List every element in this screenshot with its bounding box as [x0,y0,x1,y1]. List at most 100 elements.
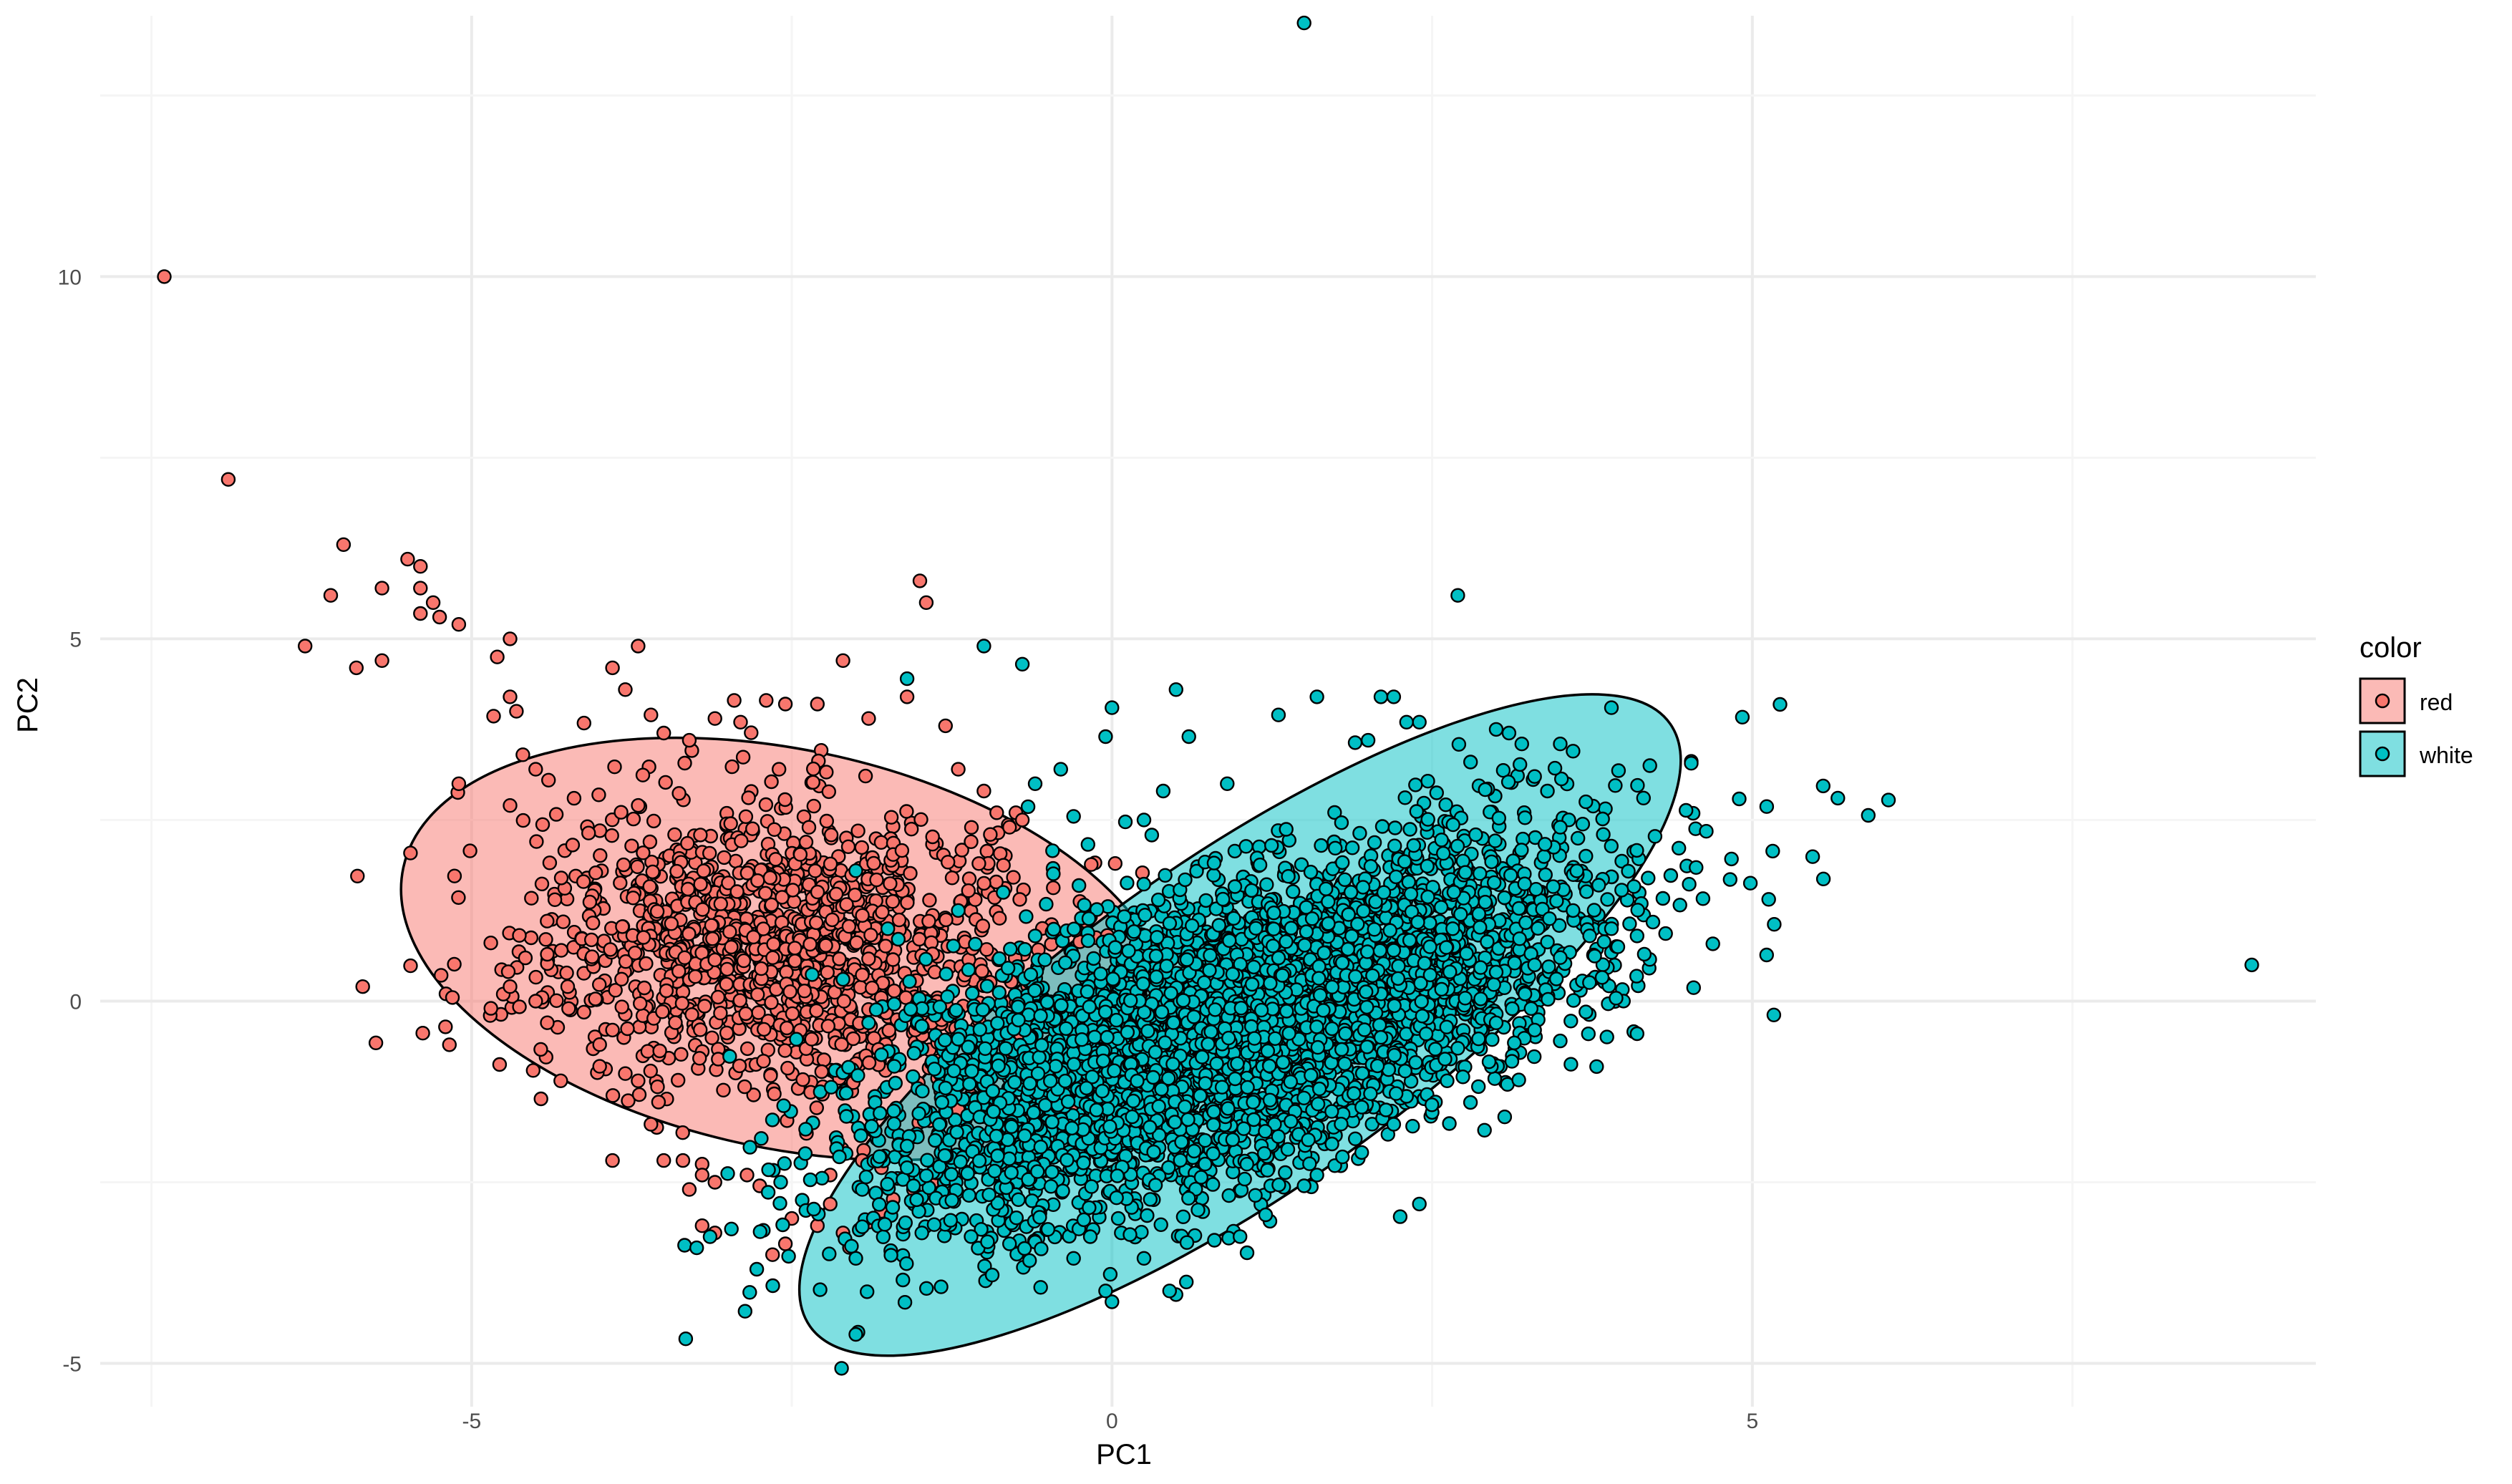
point-white [1046,844,1059,857]
point-white [1469,828,1482,841]
point-red [589,866,602,879]
point-white [1120,876,1133,889]
point-red [734,716,747,729]
point-red [871,873,883,886]
point-red [990,806,1003,819]
point-red [561,980,574,993]
point-red [728,694,741,707]
point-red [757,1023,770,1036]
point-white [1394,1211,1407,1223]
point-red [357,980,369,993]
point-red [741,1168,754,1181]
point-red [324,589,337,602]
point-white [981,980,994,993]
point-white [935,1281,948,1294]
point-red [755,962,767,975]
point-red [527,1064,540,1077]
point-red [815,1065,828,1078]
point-white [906,1070,919,1083]
point-red [540,933,553,946]
point-red [863,1057,876,1070]
point-red [1085,858,1097,871]
point-white [1831,792,1844,805]
point-red [798,984,811,997]
point-red [536,818,549,831]
point-red [746,823,759,835]
point-white [1457,1070,1470,1083]
point-red [606,1154,619,1167]
point-red [885,811,898,824]
point-red [905,823,918,835]
point-red [717,1084,730,1097]
point-red [651,905,664,918]
point-red [965,821,978,834]
point-white [886,1201,899,1214]
point-red [751,874,764,887]
point-white [851,1069,864,1082]
point-red [876,906,888,918]
point-red [694,828,707,841]
point-red [760,694,772,707]
point-red [561,966,573,979]
point-red [568,792,581,805]
point-white [1245,884,1258,897]
point-red [751,988,764,1001]
point-red [644,1118,657,1131]
point-red [562,1002,575,1015]
point-red [786,883,799,896]
point-red [660,984,673,997]
point-red [593,978,606,991]
point-red [530,971,543,984]
point-red [698,1000,711,1013]
point-red [781,1062,794,1075]
point-red [689,970,702,983]
point-red [593,1060,606,1073]
point-red [627,813,640,825]
point-red [779,793,792,806]
point-white [885,1248,898,1261]
point-white [870,1004,883,1017]
point-white [1155,1218,1168,1231]
point-white [898,1296,911,1309]
point-red [720,978,733,991]
point-red [703,847,716,860]
point-red [657,727,670,739]
point-white [1194,1090,1207,1102]
point-red [682,883,694,896]
point-red [731,886,744,898]
point-white [1862,809,1875,822]
point-white [1528,1050,1541,1063]
point-red [766,951,779,964]
point-white [911,1193,923,1206]
point-red [926,830,939,843]
point-red [644,880,656,893]
point-red [582,827,595,840]
point-red [652,1096,665,1109]
point-white [814,1284,827,1296]
point-red [901,896,913,909]
point-red [837,654,850,667]
point-red [712,991,724,1004]
point-red [644,709,657,722]
point-white [1095,967,1107,980]
point-red [629,946,641,959]
point-red [485,1002,498,1015]
point-white [1389,822,1402,835]
point-white [1280,823,1293,836]
point-white [776,1218,789,1231]
point-red [900,805,913,818]
point-white [1207,1148,1220,1160]
point-red [1014,893,1027,906]
point-white [1388,840,1401,853]
point-white [1657,892,1669,905]
point-red [158,270,171,283]
point-white [1609,779,1621,792]
point-red [862,712,875,725]
point-red [646,865,659,878]
point-red [993,912,1006,925]
point-red [709,1176,722,1189]
point-white [928,1134,941,1147]
point-red [940,913,953,926]
point-white [1353,827,1366,840]
point-white [1265,839,1278,852]
